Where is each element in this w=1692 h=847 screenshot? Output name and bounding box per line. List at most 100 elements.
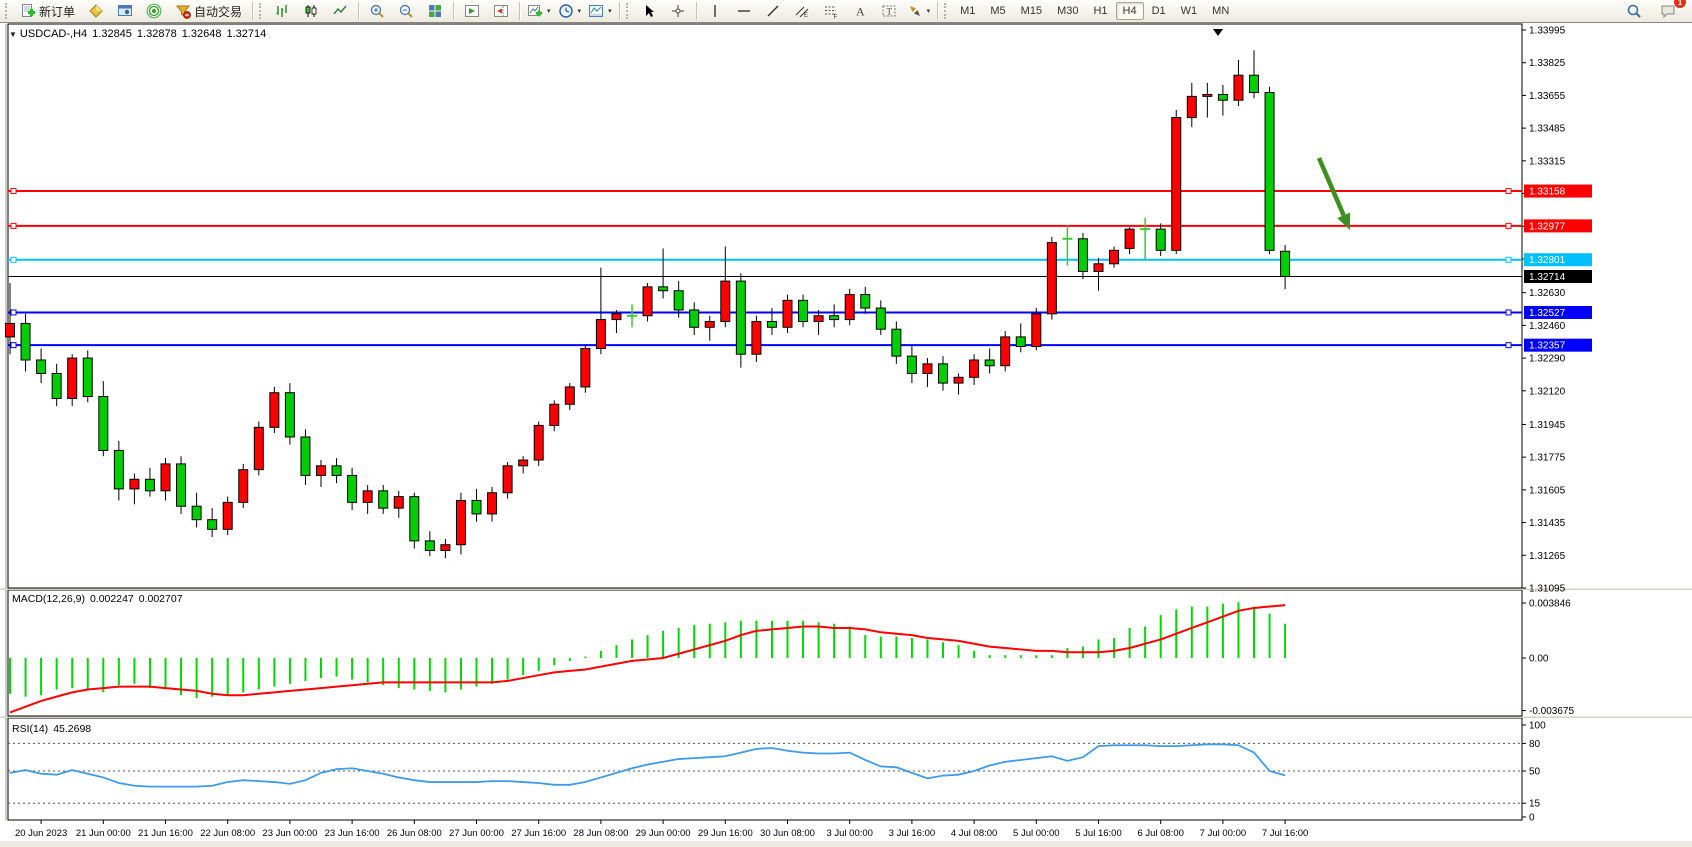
- channel-button[interactable]: E: [788, 0, 816, 22]
- time-tick-label: 29 Jun 16:00: [698, 828, 753, 839]
- price-level-label-text: 1.33158: [1529, 187, 1566, 198]
- zoom-in-icon: [370, 4, 384, 18]
- svg-text:A: A: [856, 5, 865, 19]
- svg-text:E: E: [804, 13, 808, 19]
- price-tick-label: 1.31605: [1529, 485, 1566, 496]
- vertical-line-button[interactable]: [701, 0, 729, 22]
- candlestick-icon: [305, 5, 317, 17]
- text-label-button[interactable]: T: [875, 0, 903, 22]
- price-level-label: [1524, 219, 1592, 233]
- text-icon: A: [856, 5, 865, 19]
- auto-scroll-button[interactable]: [458, 0, 486, 22]
- rsi-pane[interactable]: [7, 717, 1523, 821]
- toolbar-separator: [937, 2, 939, 20]
- timeframe-h4[interactable]: H4: [1115, 2, 1144, 20]
- toolbar-grip[interactable]: [625, 3, 632, 19]
- zoom-out-button[interactable]: [392, 0, 420, 22]
- toolbar-separator: [453, 2, 455, 20]
- arrows-icon: [909, 6, 920, 16]
- signals-button[interactable]: [140, 0, 168, 22]
- ohlc-open: 1.32845: [92, 28, 132, 40]
- timeframe-h1[interactable]: H1: [1093, 5, 1108, 17]
- svg-text:T: T: [886, 7, 892, 17]
- time-tick-label: 3 Jul 16:00: [889, 828, 935, 839]
- timeframe-m30[interactable]: M30: [1057, 5, 1079, 17]
- time-tick-label: 4 Jul 08:00: [951, 828, 997, 839]
- macd-indicator-label: MACD(12,26,9) 0.002247 0.002707: [12, 593, 188, 605]
- line-chart-button[interactable]: [326, 0, 354, 22]
- price-tick-label: 1.33825: [1529, 58, 1566, 69]
- chart-shift-button[interactable]: [487, 0, 515, 22]
- text-button[interactable]: A: [846, 0, 874, 22]
- chart-shift-marker[interactable]: [1213, 29, 1223, 36]
- chart-panel: 1.33995 1.33825 1.33655 1.33485 1.33315 1.331…: [0, 23, 1692, 847]
- timeframe-m5[interactable]: M5: [990, 5, 1006, 17]
- macd-pane[interactable]: [7, 589, 1523, 717]
- template-icon: [589, 5, 604, 17]
- notifications-button[interactable]: 1: [1654, 0, 1686, 22]
- crosshair-button[interactable]: [664, 0, 692, 22]
- templates-button[interactable]: ▾: [585, 0, 615, 22]
- time-tick-label: 7 Jul 16:00: [1262, 828, 1308, 839]
- price-tick-label: 1.32630: [1529, 288, 1566, 299]
- timeframe-m1[interactable]: M1: [960, 5, 976, 17]
- ohlc-low: 1.32648: [181, 28, 222, 40]
- rsi-indicator-label: RSI(14) 45.2698: [12, 723, 96, 735]
- pane-separator[interactable]: [0, 716, 1692, 719]
- svg-text:F: F: [833, 15, 837, 20]
- indicators-icon: [528, 5, 543, 17]
- main-price-pane[interactable]: [7, 23, 1523, 589]
- time-tick-label: 23 Jun 00:00: [262, 828, 317, 839]
- bar-chart-button[interactable]: [268, 0, 296, 22]
- chart-shift-icon: [494, 5, 509, 17]
- periods-button[interactable]: ▾: [555, 0, 585, 22]
- trendline-button[interactable]: [759, 0, 787, 22]
- line-chart-icon: [333, 5, 347, 15]
- timeframe-m15[interactable]: M15: [1020, 5, 1043, 17]
- chevron-down-icon: ▾: [926, 8, 931, 15]
- timeframe-d1[interactable]: D1: [1151, 5, 1166, 17]
- toolbar-separator: [358, 2, 360, 20]
- new-order-icon: [22, 4, 35, 17]
- trend-arrow-annotation[interactable]: [1316, 157, 1346, 217]
- profile-button[interactable]: [82, 0, 110, 22]
- chart-area[interactable]: 1.33995 1.33825 1.33655 1.33485 1.33315 1.331…: [0, 23, 1692, 847]
- timeframe-mn[interactable]: MN: [1212, 5, 1230, 17]
- horizontal-line-button[interactable]: [730, 0, 758, 22]
- autotrading-button[interactable]: 自动交易: [169, 0, 248, 22]
- text-label-icon: T: [882, 5, 896, 17]
- price-level-label-text: 1.32977: [1529, 221, 1566, 232]
- rsi-tick-label: 15: [1529, 799, 1541, 810]
- chart-title[interactable]: ▼ USDCAD-,H4 1.32845 1.32878 1.32648 1.32714: [9, 28, 271, 40]
- toolbar-grip[interactable]: [944, 3, 950, 19]
- macd-name: MACD(12,26,9): [12, 593, 85, 605]
- zoom-in-button[interactable]: [363, 0, 391, 22]
- time-tick-label: 28 Jun 08:00: [573, 828, 628, 839]
- price-level-label: [1524, 305, 1592, 319]
- chevron-down-icon: ▾: [547, 8, 551, 15]
- tile-windows-button[interactable]: [421, 0, 449, 22]
- search-button[interactable]: [1620, 0, 1648, 22]
- timeframe-w1[interactable]: W1: [1180, 5, 1198, 17]
- macd-tick-label: -0.003675: [1529, 706, 1574, 717]
- price-level-label-text: 1.32801: [1529, 255, 1566, 266]
- cursor-button[interactable]: [635, 0, 663, 22]
- toolbar-grip[interactable]: [259, 3, 265, 19]
- pane-separator[interactable]: [0, 588, 1692, 591]
- price-tick-label: 1.33995: [1529, 26, 1566, 37]
- fibonacci-button[interactable]: F: [817, 0, 845, 22]
- new-order-button[interactable]: 新订单: [14, 0, 81, 22]
- indicators-button[interactable]: ▾: [524, 0, 554, 22]
- macd-tick-label: 0.003846: [1529, 599, 1571, 610]
- toolbar-grip[interactable]: [5, 3, 11, 19]
- arrows-button[interactable]: ▾: [904, 0, 934, 22]
- candlestick-chart-button[interactable]: [297, 0, 325, 22]
- price-tick-label: 1.32460: [1529, 321, 1566, 332]
- trend-arrow-head[interactable]: [1337, 212, 1351, 230]
- price-tick-label: 1.31265: [1529, 551, 1566, 562]
- horizontal-line-icon: [737, 10, 750, 12]
- time-tick-label: 21 Jun 00:00: [76, 828, 131, 839]
- time-tick-label: 3 Jul 00:00: [826, 828, 872, 839]
- data-window-button[interactable]: [111, 0, 139, 22]
- macd-signal-line: [9, 604, 1286, 714]
